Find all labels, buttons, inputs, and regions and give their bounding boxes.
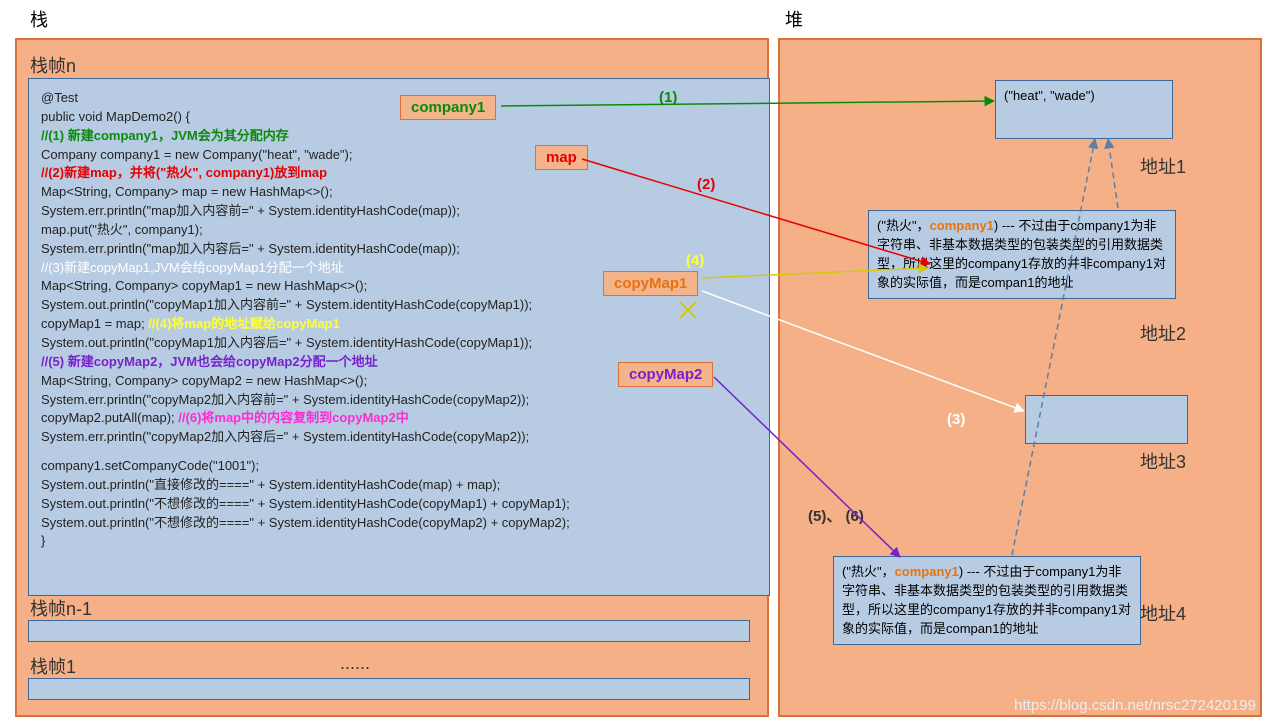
tag-map: map xyxy=(535,145,588,170)
code-line: System.err.println("map加入内容后=" + System.… xyxy=(41,240,761,259)
frame-dots: ...... xyxy=(340,653,370,674)
diagram-canvas: 栈 堆 栈帧n @Test public void MapDemo2() { /… xyxy=(0,0,1272,722)
code-line: System.out.println("直接修改的====" + System.… xyxy=(41,476,761,495)
code-line: map.put("热火", company1); xyxy=(41,221,761,240)
lbl-1: (1) xyxy=(659,89,677,106)
code-line: System.out.println("copyMap1加入内容前=" + Sy… xyxy=(41,296,761,315)
frame-1-box xyxy=(28,678,750,700)
tag-copymap1: copyMap1 xyxy=(603,271,698,296)
addr-2: 地址2 xyxy=(1140,320,1186,346)
code-comment: //(1) 新建company1，JVM会为其分配内存 xyxy=(41,127,761,146)
heap-box-2: ("热火"，company1) --- 不过由于company1为非字符串、非基… xyxy=(868,210,1176,299)
code-line: Map<String, Company> map = new HashMap<>… xyxy=(41,183,761,202)
code-box: @Test public void MapDemo2() { //(1) 新建c… xyxy=(28,78,770,596)
code-line: copyMap1 = map; //(4)将map的地址赋给copyMap1 xyxy=(41,315,761,334)
addr-4: 地址4 xyxy=(1140,600,1186,626)
frame-1-label: 栈帧1 xyxy=(30,653,76,679)
code-line: copyMap2.putAll(map); //(6)将map中的内容复制到co… xyxy=(41,409,761,428)
code-line: Company company1 = new Company("heat", "… xyxy=(41,146,761,165)
watermark: https://blog.csdn.net/nrsc272420199 xyxy=(1014,697,1256,714)
code-line: System.out.println("不想修改的====" + System.… xyxy=(41,514,761,533)
frame-n1-label: 栈帧n-1 xyxy=(30,595,92,621)
lbl-56: (5)、 (6) xyxy=(808,505,864,526)
lbl-2: (2) xyxy=(697,176,715,193)
heap-box-4: ("热火"，company1) --- 不过由于company1为非字符串、非基… xyxy=(833,556,1141,645)
code-line: System.out.println("copyMap1加入内容后=" + Sy… xyxy=(41,334,761,353)
code-line: company1.setCompanyCode("1001"); xyxy=(41,457,761,476)
code-line: System.err.println("copyMap2加入内容前=" + Sy… xyxy=(41,391,761,410)
lbl-4: (4) xyxy=(686,252,704,269)
tag-copymap2: copyMap2 xyxy=(618,362,713,387)
heap-title: 堆 xyxy=(785,6,803,32)
tag-company1: company1 xyxy=(400,95,496,120)
heap-box-1: ("heat", "wade") xyxy=(995,80,1173,139)
lbl-3: (3) xyxy=(947,411,965,428)
addr-3: 地址3 xyxy=(1140,448,1186,474)
addr-1: 地址1 xyxy=(1140,153,1186,179)
code-line: } xyxy=(41,532,761,551)
heap-box-3 xyxy=(1025,395,1188,444)
frame-n-label: 栈帧n xyxy=(30,52,76,78)
code-comment: //(2)新建map，并将("热火", company1)放到map xyxy=(41,164,761,183)
code-line: System.out.println("不想修改的====" + System.… xyxy=(41,495,761,514)
code-line: System.err.println("map加入内容前=" + System.… xyxy=(41,202,761,221)
stack-title: 栈 xyxy=(30,6,48,32)
code-line: System.err.println("copyMap2加入内容后=" + Sy… xyxy=(41,428,761,447)
frame-n1-box xyxy=(28,620,750,642)
